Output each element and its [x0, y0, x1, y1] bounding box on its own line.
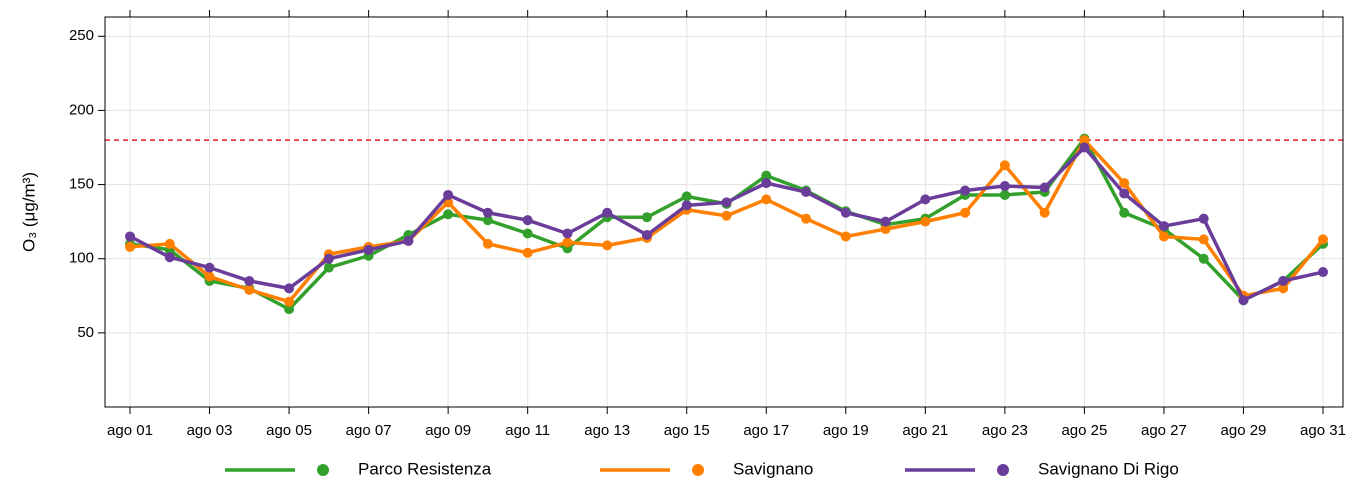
x-tick-label: ago 07	[346, 422, 392, 439]
data-point	[840, 231, 851, 242]
x-tick-label: ago 01	[107, 422, 153, 439]
legend-marker	[692, 464, 704, 476]
data-point	[244, 275, 255, 286]
data-point	[323, 253, 334, 264]
data-point	[999, 181, 1010, 192]
data-point	[284, 304, 295, 315]
data-point	[164, 238, 175, 249]
data-point	[681, 200, 692, 211]
data-point	[681, 191, 692, 202]
data-point	[1198, 234, 1209, 245]
y-tick-label: 250	[69, 27, 94, 44]
data-point	[960, 185, 971, 196]
data-point	[482, 238, 493, 249]
data-point	[920, 194, 931, 205]
data-point	[284, 283, 295, 294]
data-point	[284, 296, 295, 307]
data-point	[204, 271, 215, 282]
data-point	[363, 244, 374, 255]
data-point	[443, 189, 454, 200]
y-tick-label: 50	[77, 324, 94, 341]
data-point	[1039, 182, 1050, 193]
data-point	[244, 284, 255, 295]
x-tick-label: ago 11	[505, 422, 550, 439]
data-point	[761, 178, 772, 189]
data-point	[1198, 213, 1209, 224]
x-tick-label: ago 31	[1300, 422, 1346, 439]
x-tick-label: ago 05	[266, 422, 312, 439]
x-tick-label: ago 25	[1061, 422, 1107, 439]
data-point	[960, 207, 971, 218]
data-point	[1238, 295, 1249, 306]
x-tick-label: ago 23	[982, 422, 1028, 439]
x-tick-label: ago 19	[823, 422, 869, 439]
data-point	[1079, 142, 1090, 153]
y-axis-label: O₃ (μg/m³)	[19, 172, 38, 252]
data-point	[1198, 253, 1209, 264]
data-point	[403, 235, 414, 246]
data-point	[164, 252, 175, 263]
data-point	[522, 228, 533, 239]
data-point	[641, 212, 652, 223]
x-tick-label: ago 21	[902, 422, 948, 439]
data-point	[482, 215, 493, 226]
data-point	[1119, 207, 1130, 218]
data-point	[801, 213, 812, 224]
x-tick-label: ago 03	[187, 422, 233, 439]
legend-label: Savignano Di Rigo	[1038, 459, 1179, 478]
legend-marker	[997, 464, 1009, 476]
data-point	[840, 207, 851, 218]
data-point	[761, 170, 772, 181]
data-point	[1119, 178, 1130, 189]
data-point	[761, 194, 772, 205]
y-tick-label: 150	[69, 176, 94, 193]
data-point	[1278, 283, 1289, 294]
data-point	[999, 160, 1010, 171]
legend-label: Savignano	[733, 459, 813, 478]
data-point	[999, 189, 1010, 200]
data-point	[801, 186, 812, 197]
x-tick-label: ago 17	[743, 422, 789, 439]
series-line	[129, 136, 1325, 311]
data-point	[562, 237, 573, 248]
y-tick-label: 100	[69, 250, 94, 267]
data-point	[1318, 267, 1328, 278]
data-point	[323, 262, 334, 273]
data-point	[562, 228, 573, 239]
plot-frame	[104, 16, 1344, 408]
data-point	[125, 241, 135, 252]
legend-label: Parco Resistenza	[358, 459, 492, 478]
y-tick-label: 200	[69, 101, 94, 118]
data-point	[443, 209, 454, 220]
data-point	[602, 240, 613, 251]
x-tick-label: ago 09	[425, 422, 471, 439]
data-point	[522, 247, 533, 258]
data-point	[721, 210, 732, 221]
data-point	[522, 215, 533, 226]
x-tick-label: ago 13	[584, 422, 630, 439]
x-tick-label: ago 29	[1221, 422, 1267, 439]
data-point	[880, 224, 891, 235]
data-point	[1039, 207, 1050, 218]
data-point	[602, 207, 613, 218]
data-point	[125, 231, 135, 242]
data-point	[641, 229, 652, 240]
data-point	[1119, 188, 1130, 199]
x-tick-label: ago 15	[664, 422, 710, 439]
data-point	[1158, 221, 1169, 232]
data-point	[721, 197, 732, 208]
data-point	[880, 216, 891, 227]
legend-marker	[317, 464, 329, 476]
data-point	[1278, 275, 1289, 286]
data-point	[204, 262, 215, 273]
data-point	[920, 216, 931, 227]
data-point	[1079, 135, 1090, 146]
x-tick-label: ago 27	[1141, 422, 1187, 439]
data-point	[1318, 234, 1328, 245]
data-point	[482, 207, 493, 218]
data-point	[1158, 231, 1169, 242]
